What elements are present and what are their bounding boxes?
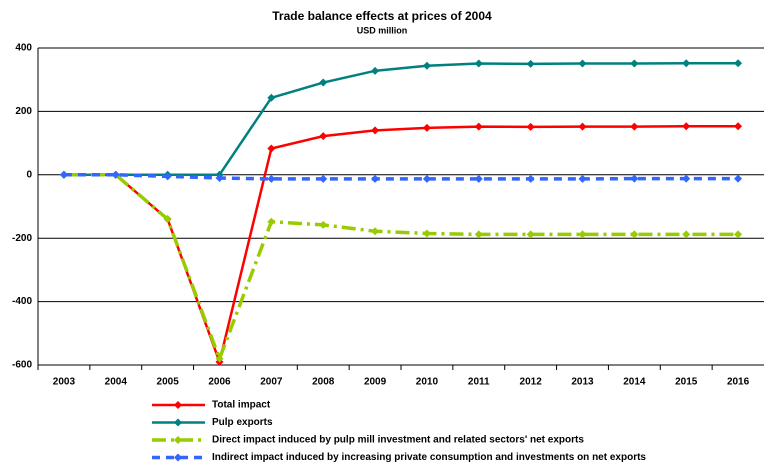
y-tick-label: 0 bbox=[26, 169, 32, 180]
data-point bbox=[526, 59, 535, 68]
legend-marker bbox=[174, 418, 182, 427]
data-point bbox=[526, 122, 535, 131]
x-tick-label: 2005 bbox=[157, 377, 180, 388]
series-line bbox=[63, 173, 739, 181]
data-point bbox=[630, 230, 639, 239]
data-point bbox=[319, 78, 328, 87]
data-point bbox=[630, 174, 639, 183]
x-tick-label: 2008 bbox=[312, 377, 335, 388]
data-point bbox=[111, 170, 120, 179]
data-point bbox=[267, 93, 276, 102]
legend-marker bbox=[174, 453, 182, 462]
data-point bbox=[734, 230, 743, 239]
chart-subtitle: USD million bbox=[357, 25, 408, 35]
data-point bbox=[682, 122, 691, 131]
series-line bbox=[63, 61, 739, 177]
y-tick-label: -200 bbox=[12, 233, 32, 244]
data-point bbox=[267, 144, 276, 153]
data-point bbox=[682, 59, 691, 68]
data-point bbox=[163, 172, 172, 181]
x-tick-label: 2011 bbox=[468, 377, 490, 388]
x-tick-label: 2013 bbox=[571, 377, 594, 388]
data-point bbox=[371, 174, 380, 183]
data-point bbox=[630, 122, 639, 131]
data-point bbox=[578, 59, 587, 68]
data-point bbox=[734, 59, 743, 68]
y-tick-label: -400 bbox=[12, 296, 32, 307]
data-point bbox=[474, 230, 483, 239]
legend-label: Pulp exports bbox=[212, 417, 273, 428]
data-point bbox=[474, 59, 483, 68]
data-point bbox=[215, 173, 224, 182]
x-tick-label: 2016 bbox=[727, 377, 750, 388]
data-point bbox=[734, 122, 743, 131]
data-point bbox=[422, 174, 431, 183]
x-tick-label: 2015 bbox=[675, 377, 698, 388]
x-tick-label: 2010 bbox=[416, 377, 439, 388]
data-point bbox=[526, 230, 535, 239]
data-point bbox=[578, 174, 587, 183]
data-point bbox=[474, 174, 483, 183]
legend-label: Indirect impact induced by increasing pr… bbox=[212, 452, 646, 463]
y-tick-label: 200 bbox=[15, 106, 32, 117]
data-point bbox=[578, 122, 587, 131]
data-point bbox=[163, 215, 172, 224]
y-tick-label: -600 bbox=[12, 360, 32, 371]
data-point bbox=[422, 123, 431, 132]
legend-label: Total impact bbox=[212, 400, 271, 411]
data-point bbox=[578, 230, 587, 239]
data-point bbox=[422, 61, 431, 70]
data-point bbox=[682, 230, 691, 239]
series-line bbox=[63, 125, 739, 367]
data-point bbox=[422, 229, 431, 238]
x-tick-label: 2007 bbox=[260, 377, 283, 388]
chart-title: Trade balance effects at prices of 2004 bbox=[272, 9, 492, 23]
x-tick-label: 2006 bbox=[208, 377, 231, 388]
x-tick-label: 2003 bbox=[53, 377, 76, 388]
data-point bbox=[267, 174, 276, 183]
data-point bbox=[371, 66, 380, 75]
data-point bbox=[215, 354, 224, 363]
data-point bbox=[630, 59, 639, 68]
legend-marker bbox=[174, 401, 182, 409]
data-point bbox=[319, 132, 328, 141]
series-line bbox=[63, 173, 739, 364]
x-tick-label: 2004 bbox=[105, 377, 128, 388]
x-tick-label: 2014 bbox=[623, 377, 646, 388]
data-point bbox=[59, 170, 68, 179]
x-tick-label: 2009 bbox=[364, 377, 387, 388]
data-point bbox=[371, 126, 380, 135]
data-point bbox=[371, 227, 380, 236]
y-tick-label: 400 bbox=[15, 43, 32, 54]
legend-marker bbox=[174, 436, 182, 444]
data-point bbox=[682, 174, 691, 183]
data-point bbox=[319, 220, 328, 229]
data-point bbox=[526, 174, 535, 183]
data-point bbox=[319, 174, 328, 183]
data-point bbox=[267, 217, 276, 226]
legend-label: Direct impact induced by pulp mill inves… bbox=[212, 435, 584, 446]
x-tick-label: 2012 bbox=[520, 377, 543, 388]
data-point bbox=[474, 122, 483, 131]
data-point bbox=[734, 174, 743, 183]
